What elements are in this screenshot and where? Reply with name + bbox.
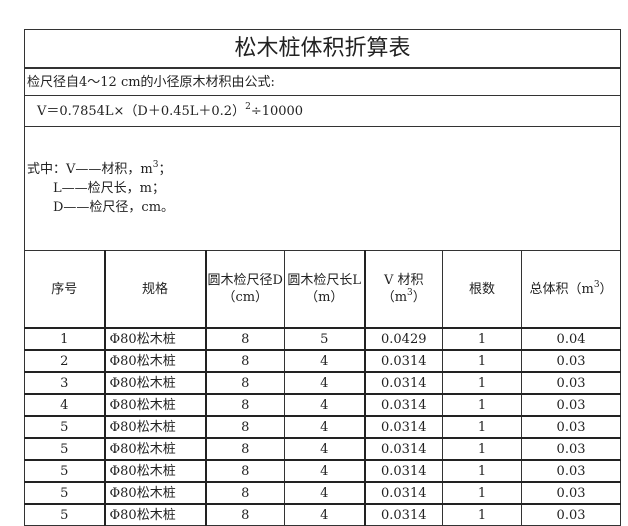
legend-v: 式中：V——材积，m3； (27, 160, 172, 178)
pine-pile-volume-table: 松木桩体积折算表 检尺径自4～12 cm的小径原木材积由公式: V＝0.7854… (23, 29, 622, 526)
table-row: 5 Φ80松木桩 8 4 0.0314 1 0.03 (24, 437, 622, 461)
cell-spec: Φ80松木桩 (103, 481, 206, 505)
cell-total: 0.03 (520, 393, 622, 417)
cell-diameter: 8 (204, 327, 285, 351)
cell-volume: 0.0314 (363, 503, 443, 526)
cell-volume: 0.0314 (363, 437, 443, 461)
cell-volume: 0.0314 (363, 481, 443, 505)
header-seq: 序号 (24, 250, 105, 329)
cell-spec: Φ80松木桩 (103, 415, 206, 439)
cell-total: 0.03 (520, 481, 622, 505)
cell-length: 4 (284, 437, 365, 461)
cell-volume: 0.0314 (363, 393, 443, 417)
cell-count: 1 (442, 327, 522, 351)
cell-length: 4 (284, 371, 365, 395)
cell-seq: 5 (24, 459, 105, 483)
cell-spec: Φ80松木桩 (103, 459, 206, 483)
cell-total: 0.03 (520, 415, 622, 439)
cell-diameter: 8 (204, 503, 285, 526)
cell-seq: 1 (24, 327, 105, 351)
cell-count: 1 (442, 459, 522, 483)
cell-diameter: 8 (204, 415, 285, 439)
cell-volume: 0.0314 (363, 349, 443, 373)
table-row: 2 Φ80松木桩 8 4 0.0314 1 0.03 (24, 349, 622, 373)
table-title: 松木桩体积折算表 (23, 29, 622, 69)
header-volume: V 材积（m3） (363, 250, 443, 329)
formula-main: V＝0.7854L×（D＋0.45L＋0.2） (37, 103, 246, 119)
cell-total: 0.04 (520, 327, 622, 351)
table-row: 5 Φ80松木桩 8 4 0.0314 1 0.03 (24, 459, 622, 483)
formula: V＝0.7854L×（D＋0.45L＋0.2）2÷10000 (23, 95, 622, 127)
formula-tail: ÷10000 (250, 103, 304, 119)
cell-count: 1 (442, 371, 522, 395)
cell-seq: 5 (24, 481, 105, 505)
cell-length: 4 (284, 503, 365, 526)
cell-total: 0.03 (520, 459, 622, 483)
cell-seq: 2 (24, 349, 105, 373)
cell-diameter: 8 (204, 393, 285, 417)
cell-volume: 0.0314 (363, 371, 443, 395)
cell-spec: Φ80松木桩 (103, 393, 206, 417)
cell-total: 0.03 (520, 371, 622, 395)
cell-spec: Φ80松木桩 (103, 503, 206, 526)
cell-count: 1 (442, 503, 522, 526)
cell-seq: 5 (24, 415, 105, 439)
cell-length: 4 (284, 393, 365, 417)
cell-count: 1 (442, 481, 522, 505)
cell-diameter: 8 (204, 349, 285, 373)
cell-spec: Φ80松木桩 (103, 327, 206, 351)
cell-count: 1 (442, 393, 522, 417)
cell-seq: 4 (24, 393, 105, 417)
table-row: 1 Φ80松木桩 8 5 0.0429 1 0.04 (24, 327, 622, 351)
cell-volume: 0.0314 (363, 415, 443, 439)
formula-legend: 式中：V——材积，m3； L——检尺长，m； D——检尺径，cm。 (23, 126, 622, 251)
cell-length: 4 (284, 349, 365, 373)
cell-seq: 5 (24, 437, 105, 461)
header-total: 总体积（m3） (520, 250, 622, 329)
header-spec: 规格 (103, 250, 206, 329)
cell-total: 0.03 (520, 437, 622, 461)
cell-seq: 3 (24, 371, 105, 395)
header-row: 序号 规格 圆木检尺径D（cm） 圆木检尺长L（m） V 材积（m3） 根数 总… (24, 250, 622, 329)
formula-intro: 检尺径自4～12 cm的小径原木材积由公式: (23, 67, 622, 96)
table-row: 5 Φ80松木桩 8 4 0.0314 1 0.03 (24, 415, 622, 439)
table-row: 5 Φ80松木桩 8 4 0.0314 1 0.03 (24, 503, 622, 526)
cell-diameter: 8 (204, 437, 285, 461)
cell-length: 4 (284, 481, 365, 505)
cell-volume: 0.0429 (363, 327, 443, 351)
cell-diameter: 8 (204, 459, 285, 483)
cell-length: 4 (284, 459, 365, 483)
table-row: 5 Φ80松木桩 8 4 0.0314 1 0.03 (24, 481, 622, 505)
cell-diameter: 8 (204, 371, 285, 395)
cell-count: 1 (442, 349, 522, 373)
header-length: 圆木检尺长L（m） (284, 250, 365, 329)
cell-length: 4 (284, 415, 365, 439)
cell-spec: Φ80松木桩 (103, 437, 206, 461)
legend-l: L——检尺长，m； (53, 181, 165, 196)
table-row: 3 Φ80松木桩 8 4 0.0314 1 0.03 (24, 371, 622, 395)
cell-diameter: 8 (204, 481, 285, 505)
cell-seq: 5 (24, 503, 105, 526)
cell-total: 0.03 (520, 503, 622, 526)
cell-total: 0.03 (520, 349, 622, 373)
cell-spec: Φ80松木桩 (103, 349, 206, 373)
table-row: 4 Φ80松木桩 8 4 0.0314 1 0.03 (24, 393, 622, 417)
formula-exponent: 2 (245, 101, 251, 112)
cell-length: 5 (284, 327, 365, 351)
header-diameter: 圆木检尺径D（cm） (204, 250, 285, 329)
header-count: 根数 (442, 250, 522, 329)
cell-spec: Φ80松木桩 (103, 371, 206, 395)
cell-count: 1 (442, 437, 522, 461)
cell-count: 1 (442, 415, 522, 439)
legend-d: D——检尺径，cm。 (53, 200, 175, 215)
cell-volume: 0.0314 (363, 459, 443, 483)
